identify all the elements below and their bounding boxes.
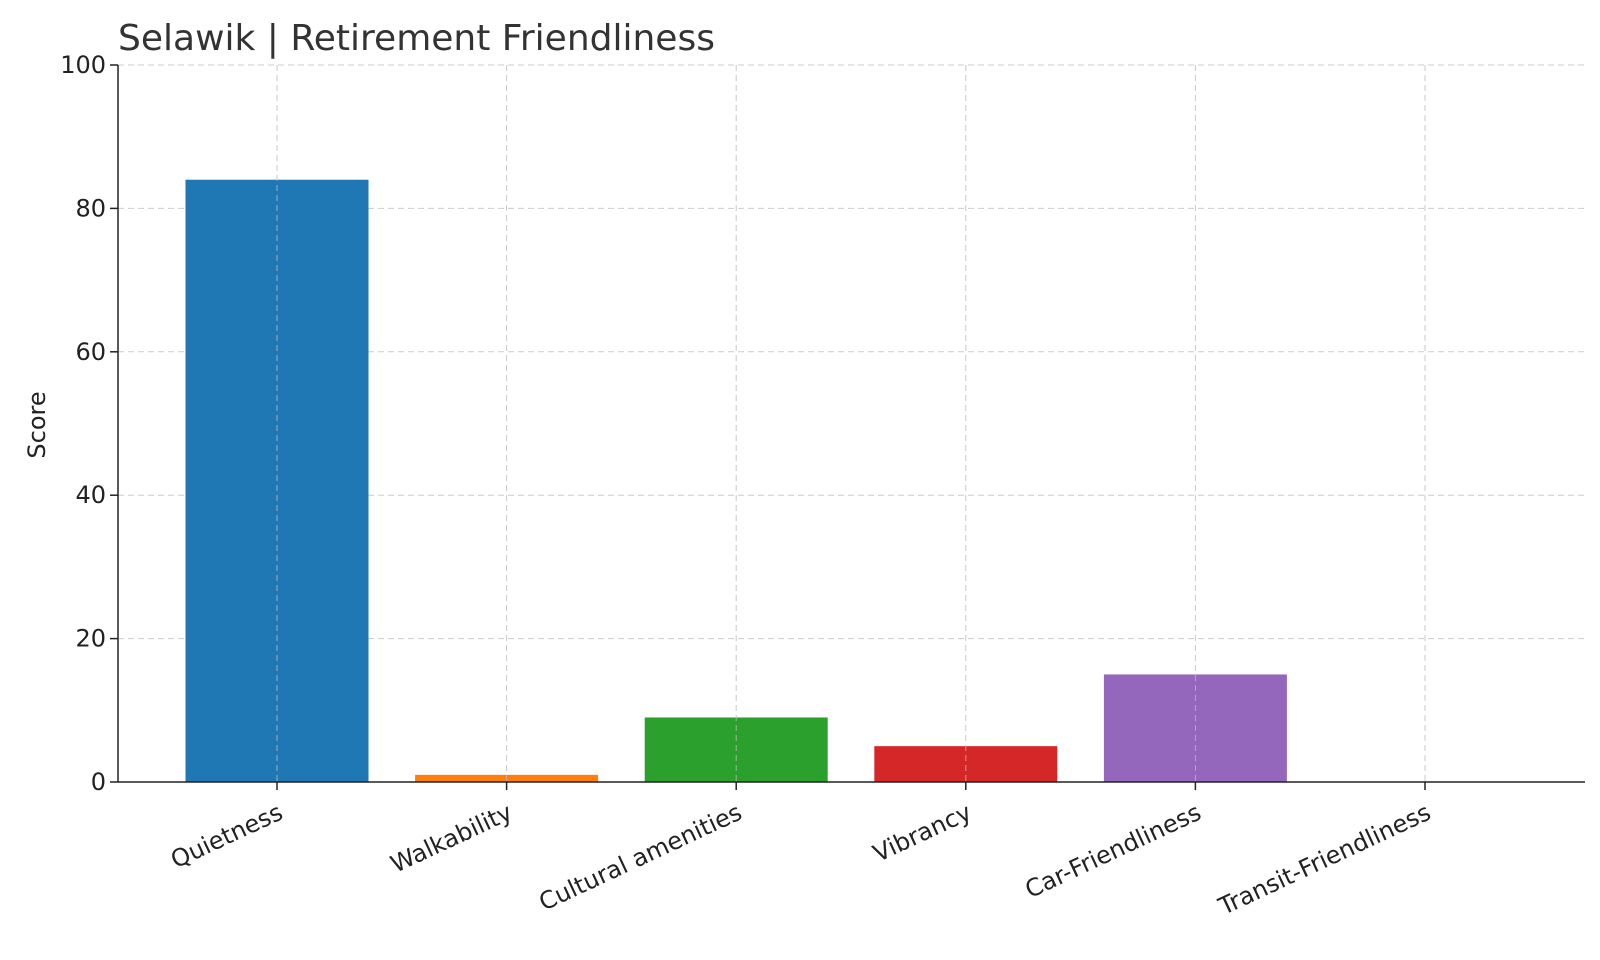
- y-tick-label: 80: [75, 194, 106, 222]
- axes: [110, 64, 1585, 790]
- x-tick-label: Transit-Friendliness: [1214, 798, 1435, 921]
- x-tick-label: Walkability: [386, 798, 516, 879]
- x-tick-label: Quietness: [166, 798, 287, 874]
- chart-title: Selawik | Retirement Friendliness: [118, 18, 715, 59]
- y-tick-labels: 0 20 40 60 80 100: [60, 51, 106, 796]
- y-axis-label: Score: [23, 391, 51, 458]
- y-tick-label: 0: [91, 768, 106, 796]
- x-tick-label: Cultural amenities: [535, 798, 746, 916]
- bars: [185, 179, 1287, 783]
- x-tick-labels: Quietness Walkability Cultural amenities Vi…: [166, 798, 1435, 921]
- y-tick-label: 40: [75, 481, 106, 509]
- x-tick-label: Vibrancy: [869, 798, 976, 868]
- y-tick-label: 20: [75, 625, 106, 653]
- y-tick-label: 100: [60, 51, 106, 79]
- x-tick-label: Car-Friendliness: [1021, 798, 1206, 904]
- y-tick-label: 60: [75, 338, 106, 366]
